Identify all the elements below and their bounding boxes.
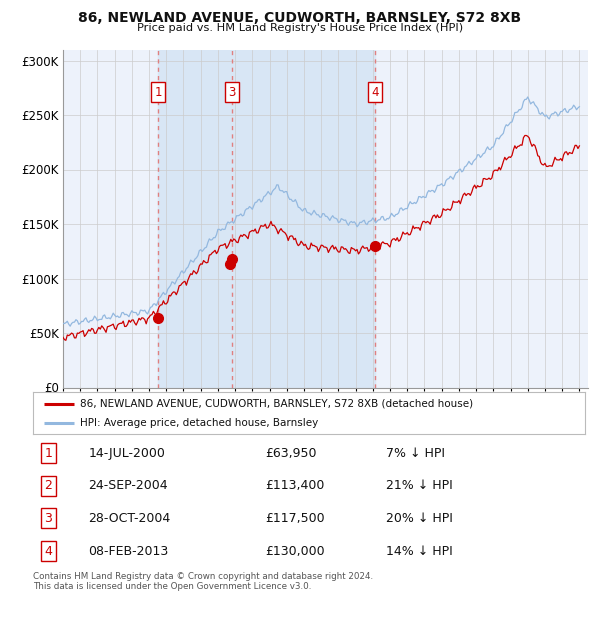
Text: 28-OCT-2004: 28-OCT-2004 bbox=[88, 512, 170, 525]
Text: 1: 1 bbox=[44, 447, 52, 460]
Text: £117,500: £117,500 bbox=[265, 512, 325, 525]
Text: 4: 4 bbox=[44, 544, 52, 557]
Text: Price paid vs. HM Land Registry's House Price Index (HPI): Price paid vs. HM Land Registry's House … bbox=[137, 23, 463, 33]
Text: 7% ↓ HPI: 7% ↓ HPI bbox=[386, 447, 445, 460]
Text: 86, NEWLAND AVENUE, CUDWORTH, BARNSLEY, S72 8XB: 86, NEWLAND AVENUE, CUDWORTH, BARNSLEY, … bbox=[79, 11, 521, 25]
Text: 4: 4 bbox=[371, 86, 379, 99]
Text: 21% ↓ HPI: 21% ↓ HPI bbox=[386, 479, 453, 492]
Text: 3: 3 bbox=[44, 512, 52, 525]
Text: 08-FEB-2013: 08-FEB-2013 bbox=[88, 544, 169, 557]
Text: 3: 3 bbox=[229, 86, 236, 99]
Text: £63,950: £63,950 bbox=[265, 447, 316, 460]
Text: 14% ↓ HPI: 14% ↓ HPI bbox=[386, 544, 453, 557]
Text: Contains HM Land Registry data © Crown copyright and database right 2024.
This d: Contains HM Land Registry data © Crown c… bbox=[33, 572, 373, 591]
Bar bbox=[158, 50, 375, 388]
Text: £113,400: £113,400 bbox=[265, 479, 324, 492]
Text: 20% ↓ HPI: 20% ↓ HPI bbox=[386, 512, 453, 525]
Text: 86, NEWLAND AVENUE, CUDWORTH, BARNSLEY, S72 8XB (detached house): 86, NEWLAND AVENUE, CUDWORTH, BARNSLEY, … bbox=[80, 399, 473, 409]
Text: £130,000: £130,000 bbox=[265, 544, 325, 557]
Text: HPI: Average price, detached house, Barnsley: HPI: Average price, detached house, Barn… bbox=[80, 418, 318, 428]
Text: 14-JUL-2000: 14-JUL-2000 bbox=[88, 447, 165, 460]
Text: 2: 2 bbox=[44, 479, 52, 492]
Text: 24-SEP-2004: 24-SEP-2004 bbox=[88, 479, 168, 492]
Text: 1: 1 bbox=[155, 86, 162, 99]
